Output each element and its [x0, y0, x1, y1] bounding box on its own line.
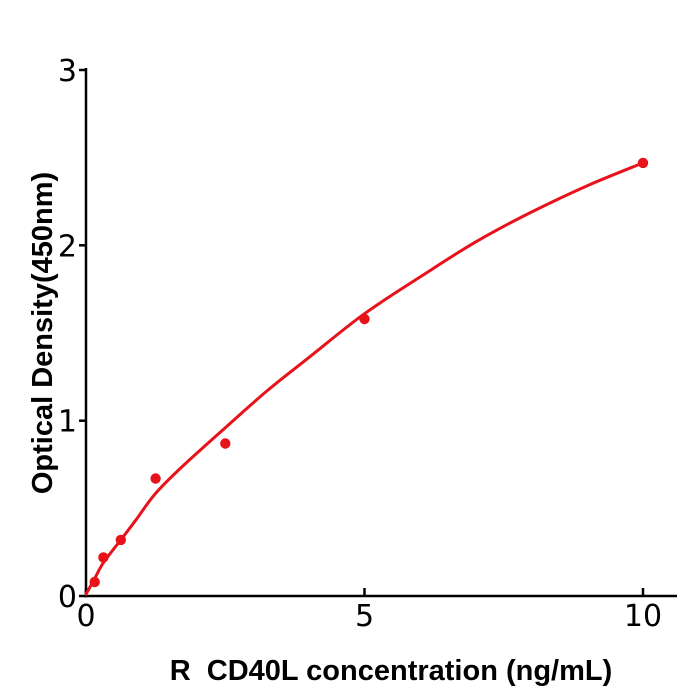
data-point [98, 552, 109, 563]
x-axis-title: R CD40L concentration (ng/mL) [170, 655, 613, 687]
x-tick-label: 10 [624, 599, 662, 634]
y-tick-label: 1 [58, 405, 77, 440]
x-tick-label: 0 [76, 599, 95, 634]
fit-curve [84, 161, 645, 596]
plot-group [84, 157, 649, 596]
data-point [89, 576, 100, 588]
data-point [115, 534, 127, 546]
data-point [150, 473, 161, 484]
data-point [637, 157, 649, 169]
y-axis-title: Optical Density(450nm) [27, 172, 59, 494]
data-point [359, 313, 370, 325]
x-tick-label: 5 [355, 599, 374, 634]
y-tick-label: 3 [58, 54, 77, 89]
data-point [220, 438, 231, 449]
y-tick-label: 0 [58, 580, 77, 615]
y-tick-label: 2 [58, 229, 77, 264]
axes-group: 0 1 2 3 0 5 10 [58, 54, 677, 634]
